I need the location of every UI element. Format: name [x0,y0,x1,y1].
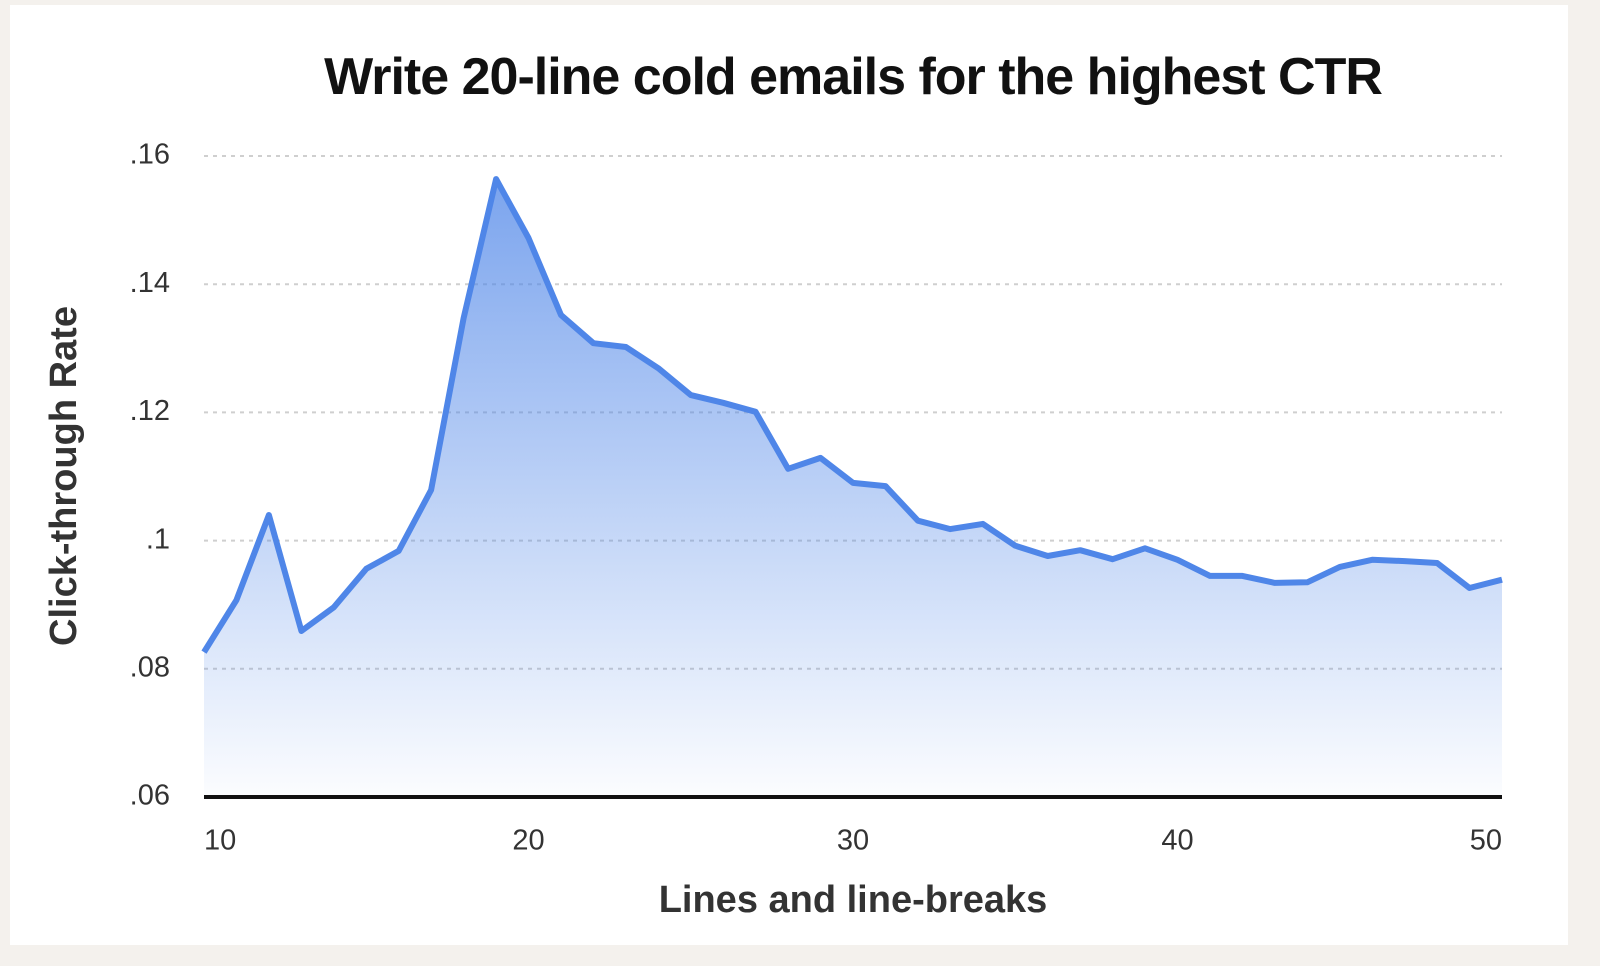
y-tick-label: .08 [130,651,170,683]
x-tick-label: 20 [512,825,544,857]
area-fill [204,179,1502,798]
x-tick-label: 10 [204,825,236,857]
y-tick-label: .16 [130,139,170,171]
chart-title: Write 20-line cold emails for the highes… [324,48,1382,106]
y-tick-label: .14 [130,267,170,299]
y-tick-label: .12 [130,395,170,427]
y-axis-label: Click-through Rate [43,306,85,646]
plot-area: .06 .08 .1 .12 .14 .16 10 20 30 40 50 [130,139,1503,857]
y-tick-label: .1 [146,523,170,555]
x-tick-label: 50 [1470,825,1502,857]
x-axis-label: Lines and line-breaks [659,879,1048,921]
x-tick-label: 30 [837,825,869,857]
line [201,176,1503,654]
x-tick-label: 40 [1161,825,1193,857]
y-tick-label: .06 [130,780,170,812]
